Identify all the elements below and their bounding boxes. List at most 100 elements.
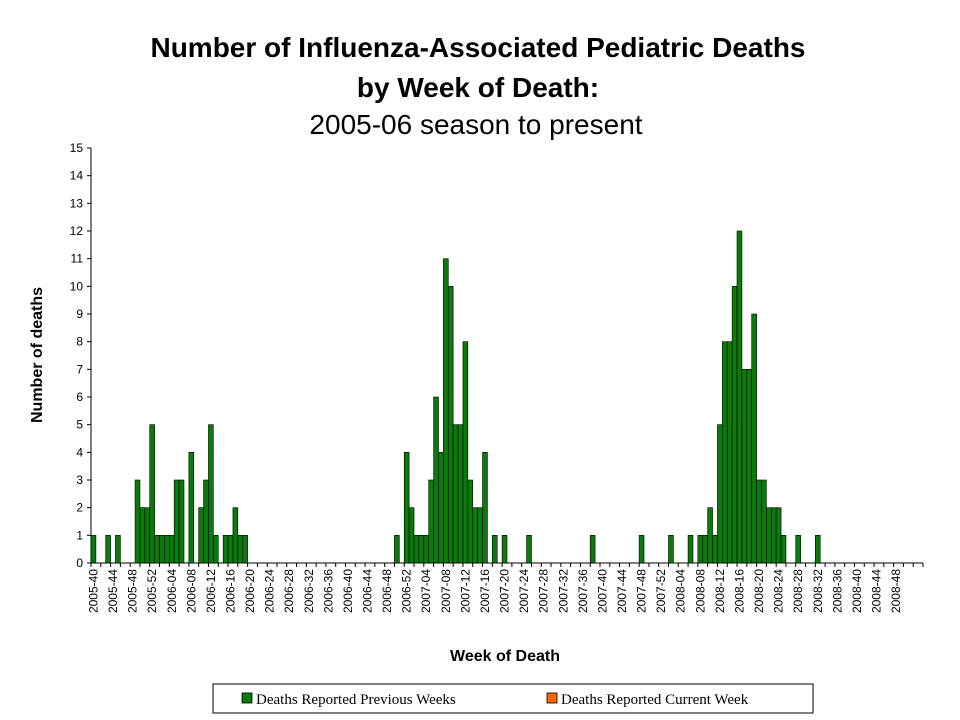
bar <box>482 452 488 564</box>
bar <box>178 479 185 564</box>
bar <box>766 507 772 564</box>
y-tick-label: 9 <box>76 307 83 321</box>
x-tick-label: 2007-32 <box>556 569 570 613</box>
y-tick-label: 4 <box>76 445 83 459</box>
chart-title-line2: by Week of Death: <box>357 72 599 103</box>
chart-title-line1: Number of Influenza-Associated Pediatric… <box>150 32 805 63</box>
bar <box>447 286 454 564</box>
x-tick-label: 2006-48 <box>380 569 394 613</box>
bar <box>751 313 757 564</box>
bar <box>164 535 170 564</box>
bar <box>154 535 160 564</box>
x-tick-label: 2005-48 <box>126 569 140 613</box>
legend-swatch-current-week <box>546 692 558 704</box>
y-axis-label: Number of deaths <box>29 287 46 423</box>
bar <box>770 507 777 564</box>
x-tick-label: 2007-08 <box>439 569 453 613</box>
bar <box>815 535 821 564</box>
y-tick-label: 7 <box>76 362 83 376</box>
y-tick-label: 15 <box>70 141 84 155</box>
y-tick-label: 2 <box>76 501 83 515</box>
legend-label-previous-weeks: Deaths Reported Previous Weeks <box>256 692 456 708</box>
bar <box>232 507 239 564</box>
x-tick-label: 2007-12 <box>458 569 472 613</box>
bar <box>237 535 244 564</box>
bar <box>169 535 175 564</box>
x-tick-label: 2005-44 <box>106 569 120 613</box>
y-tick-label: 8 <box>76 335 83 349</box>
x-tick-label: 2006-28 <box>282 569 296 613</box>
y-tick-label: 12 <box>70 224 84 238</box>
bar <box>775 507 782 564</box>
legend: Deaths Reported Previous Weeks Deaths Re… <box>212 683 814 714</box>
bar <box>526 535 532 564</box>
x-tick-label: 2007-28 <box>537 569 551 613</box>
x-tick-label: 2008-44 <box>870 569 884 613</box>
x-tick-label: 2008-36 <box>830 569 844 613</box>
bar <box>418 535 425 564</box>
y-tick-label: 3 <box>76 473 83 487</box>
bar <box>144 507 151 564</box>
x-tick-label: 2008-48 <box>889 569 903 613</box>
x-tick-label: 2007-52 <box>654 569 668 613</box>
bar <box>203 479 209 564</box>
bar <box>589 535 596 564</box>
x-tick-label: 2008-20 <box>752 569 766 613</box>
bar <box>795 535 801 564</box>
bar <box>717 424 723 564</box>
y-tick-label: 13 <box>70 196 84 210</box>
bar <box>501 535 508 564</box>
x-tick-label: 2006-08 <box>184 569 198 613</box>
bar <box>408 507 415 564</box>
x-tick-label: 2008-04 <box>674 569 688 613</box>
x-tick-label: 2008-24 <box>772 569 786 613</box>
bar <box>702 535 708 564</box>
bar <box>134 479 141 564</box>
x-tick-label: 2007-20 <box>498 569 512 613</box>
y-tick-label: 6 <box>76 390 83 404</box>
bar <box>413 535 420 564</box>
bar <box>227 535 234 564</box>
x-tick-label: 2007-48 <box>635 569 649 613</box>
bar <box>761 479 767 564</box>
x-tick-label: 2007-36 <box>576 569 590 613</box>
bar <box>477 507 483 564</box>
bar <box>208 424 214 564</box>
x-tick-label: 2006-24 <box>263 569 277 613</box>
bar <box>90 535 97 564</box>
bar <box>638 535 645 564</box>
bar <box>159 535 165 564</box>
bar <box>403 452 410 564</box>
x-tick-label: 2008-32 <box>811 569 825 613</box>
bar <box>198 507 204 564</box>
bar <box>467 479 474 564</box>
bar <box>115 535 121 564</box>
x-tick-label: 2008-16 <box>732 569 746 613</box>
y-tick-label: 10 <box>70 279 84 293</box>
bar <box>746 369 752 564</box>
bar <box>443 258 449 564</box>
x-tick-label: 2008-08 <box>693 569 707 613</box>
bar <box>756 479 762 564</box>
bar <box>780 535 787 564</box>
bar <box>188 452 195 564</box>
bar-series-previous-weeks <box>90 230 821 564</box>
bar <box>438 452 444 564</box>
x-tick-label: 2007-04 <box>419 569 433 613</box>
bar <box>173 479 180 564</box>
x-tick-label: 2006-40 <box>341 569 355 613</box>
x-tick-label: 2006-12 <box>204 569 218 613</box>
bar <box>736 230 743 564</box>
x-tick-label: 2006-44 <box>361 569 375 613</box>
bar <box>741 369 748 564</box>
bar <box>697 535 704 564</box>
bar <box>707 507 713 564</box>
x-tick-label: 2008-28 <box>791 569 805 613</box>
y-tick-label: 11 <box>71 252 84 266</box>
bar <box>213 535 219 564</box>
x-tick-label: 2005-40 <box>86 569 100 613</box>
bar <box>428 479 434 564</box>
bar <box>394 535 400 564</box>
